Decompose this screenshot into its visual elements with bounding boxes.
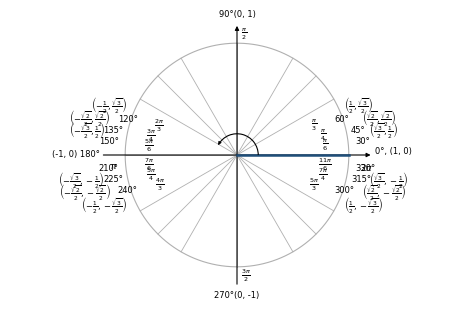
Text: $\left(-\frac{1}{2}, \frac{\sqrt{3}}{2}\right)$: $\left(-\frac{1}{2}, \frac{\sqrt{3}}{2}\… (91, 95, 128, 115)
Text: $\left(\frac{\sqrt{3}}{2}, -\frac{1}{2}\right)$: $\left(\frac{\sqrt{3}}{2}, -\frac{1}{2}\… (369, 170, 409, 190)
Text: $\left(\frac{\sqrt{2}}{2}, -\frac{\sqrt{2}}{2}\right)$: $\left(\frac{\sqrt{2}}{2}, -\frac{\sqrt{… (362, 182, 407, 202)
Text: $\left(-\frac{\sqrt{2}}{2}, \frac{\sqrt{2}}{2}\right)$: $\left(-\frac{\sqrt{2}}{2}, \frac{\sqrt{… (69, 108, 110, 128)
Text: 315°: 315° (351, 175, 371, 184)
Text: $\frac{3\pi}{2}$: $\frac{3\pi}{2}$ (241, 268, 251, 284)
Text: $\frac{\pi}{6}$: $\frac{\pi}{6}$ (322, 138, 328, 153)
Text: $\frac{5\pi}{4}$: $\frac{5\pi}{4}$ (146, 166, 156, 183)
Text: $\left(-\frac{\sqrt{3}}{2}, \frac{1}{2}\right)$: $\left(-\frac{\sqrt{3}}{2}, \frac{1}{2}\… (69, 120, 105, 140)
Text: $\frac{11\pi}{6}$: $\frac{11\pi}{6}$ (319, 156, 332, 173)
Text: $\frac{2\pi}{3}$: $\frac{2\pi}{3}$ (154, 117, 164, 134)
Text: 120°: 120° (118, 115, 137, 124)
Text: 0°, (1, 0): 0°, (1, 0) (374, 147, 411, 156)
Text: 210°: 210° (99, 164, 118, 173)
Text: $\pi$: $\pi$ (110, 162, 118, 171)
Text: $\left(-\frac{\sqrt{2}}{2}, -\frac{\sqrt{2}}{2}\right)$: $\left(-\frac{\sqrt{2}}{2}, -\frac{\sqrt… (59, 182, 110, 202)
Text: $2\pi$: $2\pi$ (360, 162, 374, 173)
Text: $\frac{3\pi}{4}$: $\frac{3\pi}{4}$ (146, 127, 156, 144)
Text: 45°: 45° (351, 126, 365, 135)
Text: 300°: 300° (334, 186, 354, 195)
Text: $\frac{\pi}{3}$: $\frac{\pi}{3}$ (311, 118, 317, 133)
Text: (-1, 0) 180°: (-1, 0) 180° (52, 150, 100, 160)
Text: 270°(0, -1): 270°(0, -1) (214, 291, 260, 300)
Text: $\frac{5\pi}{6}$: $\frac{5\pi}{6}$ (144, 137, 154, 154)
Text: $\left(-\frac{1}{2}, -\frac{\sqrt{3}}{2}\right)$: $\left(-\frac{1}{2}, -\frac{\sqrt{3}}{2}… (81, 195, 128, 215)
Text: $\frac{\pi}{2}$: $\frac{\pi}{2}$ (241, 27, 247, 42)
Text: $\left(\frac{\sqrt{2}}{2}, \frac{\sqrt{2}}{2}\right)$: $\left(\frac{\sqrt{2}}{2}, \frac{\sqrt{2… (362, 108, 397, 128)
Text: 60°: 60° (334, 115, 349, 124)
Text: $\frac{7\pi}{6}$: $\frac{7\pi}{6}$ (144, 156, 154, 173)
Text: $\frac{\pi}{4}$: $\frac{\pi}{4}$ (320, 128, 326, 143)
Text: $\left(\frac{1}{2}, -\frac{\sqrt{3}}{2}\right)$: $\left(\frac{1}{2}, -\frac{\sqrt{3}}{2}\… (344, 195, 384, 215)
Text: 150°: 150° (99, 137, 118, 146)
Text: 225°: 225° (103, 175, 123, 184)
Text: 30°: 30° (356, 137, 370, 146)
Text: 135°: 135° (103, 126, 123, 135)
Text: $\left(-\frac{\sqrt{3}}{2}, -\frac{1}{2}\right)$: $\left(-\frac{\sqrt{3}}{2}, -\frac{1}{2}… (58, 170, 105, 190)
Text: 330°: 330° (356, 164, 376, 173)
Text: $\frac{7\pi}{4}$: $\frac{7\pi}{4}$ (318, 166, 328, 183)
Text: 90°(0, 1): 90°(0, 1) (219, 10, 255, 19)
Text: $\left(\frac{1}{2}, \frac{\sqrt{3}}{2}\right)$: $\left(\frac{1}{2}, \frac{\sqrt{3}}{2}\r… (344, 95, 374, 115)
Text: $\frac{5\pi}{3}$: $\frac{5\pi}{3}$ (309, 176, 319, 193)
Text: 240°: 240° (118, 186, 137, 195)
Text: $\left(\frac{\sqrt{3}}{2}, \frac{1}{2}\right)$: $\left(\frac{\sqrt{3}}{2}, \frac{1}{2}\r… (369, 120, 398, 140)
Text: $\frac{4\pi}{3}$: $\frac{4\pi}{3}$ (155, 176, 165, 193)
